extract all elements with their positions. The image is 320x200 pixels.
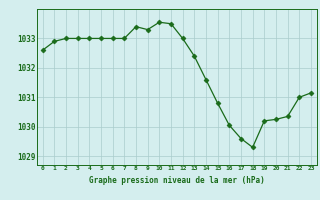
X-axis label: Graphe pression niveau de la mer (hPa): Graphe pression niveau de la mer (hPa) xyxy=(89,176,265,185)
